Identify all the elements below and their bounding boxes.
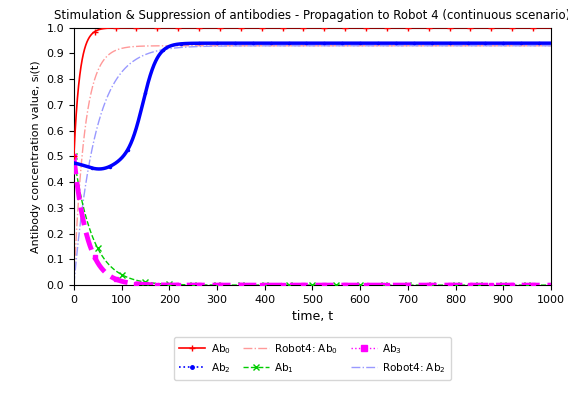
X-axis label: time, t: time, t bbox=[292, 310, 333, 324]
Title: Stimulation & Suppression of antibodies - Propagation to Robot 4 (continuous sce: Stimulation & Suppression of antibodies … bbox=[55, 10, 568, 23]
Legend: Ab$_0$, Ab$_2$, Robot4: Ab$_0$, Ab$_1$, Ab$_3$, Robot4: Ab$_2$: Ab$_0$, Ab$_2$, Robot4: Ab$_0$, Ab$_1$, … bbox=[174, 337, 450, 380]
Y-axis label: Antibody concentration value, sᵢ(t): Antibody concentration value, sᵢ(t) bbox=[31, 60, 41, 253]
